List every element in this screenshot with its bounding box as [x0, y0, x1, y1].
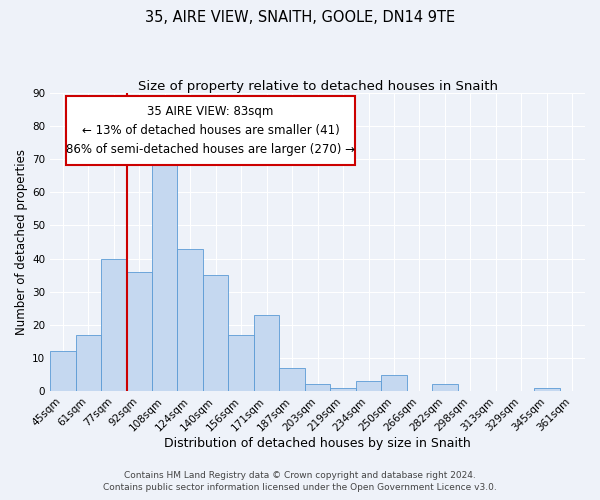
Y-axis label: Number of detached properties: Number of detached properties	[15, 149, 28, 335]
Bar	[305, 384, 331, 391]
Bar	[50, 352, 76, 391]
Bar	[280, 368, 305, 391]
Title: Size of property relative to detached houses in Snaith: Size of property relative to detached ho…	[137, 80, 497, 93]
Bar	[356, 381, 381, 391]
Bar	[331, 388, 356, 391]
X-axis label: Distribution of detached houses by size in Snaith: Distribution of detached houses by size …	[164, 437, 471, 450]
Bar	[432, 384, 458, 391]
FancyBboxPatch shape	[66, 96, 355, 164]
Bar	[127, 272, 152, 391]
Text: Contains HM Land Registry data © Crown copyright and database right 2024.
Contai: Contains HM Land Registry data © Crown c…	[103, 471, 497, 492]
Text: 35, AIRE VIEW, SNAITH, GOOLE, DN14 9TE: 35, AIRE VIEW, SNAITH, GOOLE, DN14 9TE	[145, 10, 455, 25]
Bar	[101, 258, 127, 391]
Bar	[534, 388, 560, 391]
Bar	[203, 275, 229, 391]
Text: 35 AIRE VIEW: 83sqm
← 13% of detached houses are smaller (41)
86% of semi-detach: 35 AIRE VIEW: 83sqm ← 13% of detached ho…	[66, 105, 355, 156]
Bar	[152, 150, 178, 391]
Bar	[254, 315, 280, 391]
Bar	[381, 374, 407, 391]
Bar	[229, 335, 254, 391]
Bar	[178, 248, 203, 391]
Bar	[76, 335, 101, 391]
